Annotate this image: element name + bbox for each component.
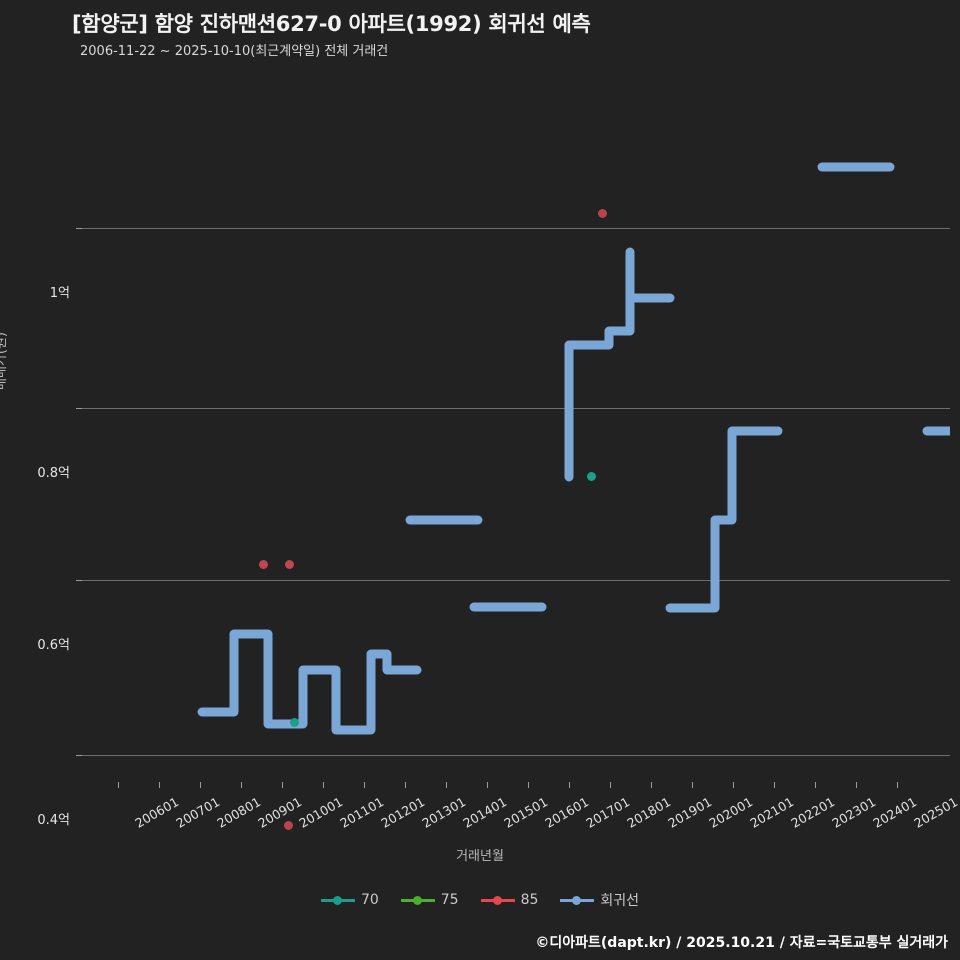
legend-swatch-icon	[400, 894, 435, 906]
x-tick-label: 201701	[583, 794, 633, 831]
data-point[interactable]	[597, 208, 607, 218]
legend-item[interactable]: 85	[480, 892, 539, 908]
x-tick-mark	[651, 782, 652, 788]
plot-area	[76, 70, 950, 830]
x-tick-label: 202501	[911, 794, 960, 831]
x-tick-label: 201301	[419, 794, 469, 831]
x-tick-mark	[815, 782, 816, 788]
x-tick-mark	[405, 782, 406, 788]
y-tick-mark	[76, 408, 82, 409]
data-point[interactable]	[283, 820, 293, 830]
y-tick-mark	[76, 580, 82, 581]
x-tick-label: 201501	[501, 794, 551, 831]
x-tick-label: 202201	[788, 794, 838, 831]
x-tick-mark	[733, 782, 734, 788]
chart-legend: 70 75 85 회귀선	[0, 890, 960, 910]
page-subtitle: 2006-11-22 ~ 2025-10-10(최근계약일) 전체 거래건	[80, 44, 389, 59]
data-point[interactable]	[586, 471, 596, 481]
page-title: [함양군] 함양 진하맨션627-0 아파트(1992) 회귀선 예측	[72, 12, 591, 36]
legend-swatch-icon	[560, 894, 595, 906]
x-tick-label: 201901	[665, 794, 715, 831]
gridline	[82, 580, 950, 581]
data-point[interactable]	[284, 559, 294, 569]
x-tick-mark	[241, 782, 242, 788]
series-layer	[197, 162, 950, 735]
x-tick-label: 202001	[706, 794, 756, 831]
x-tick-mark	[118, 782, 119, 788]
legend-item[interactable]: 회귀선	[560, 890, 639, 910]
x-tick-label: 200801	[214, 794, 264, 831]
y-tick-label: 0.6억	[37, 638, 70, 653]
regression-line-segment	[665, 426, 783, 613]
gridline	[82, 755, 950, 756]
x-tick-mark	[897, 782, 898, 788]
y-tick-label: 1억	[49, 286, 70, 301]
x-tick-label: 200701	[173, 794, 223, 831]
legend-label: 85	[520, 892, 539, 908]
x-tick-label: 201801	[624, 794, 674, 831]
x-tick-mark	[159, 782, 160, 788]
x-tick-label: 201601	[542, 794, 592, 831]
x-tick-label: 202101	[747, 794, 797, 831]
x-tick-mark	[323, 782, 324, 788]
x-axis-ticks: 200601 200701 200801 200901 201001 201101 2012…	[0, 782, 960, 882]
y-tick-label: 0.4억	[37, 813, 70, 828]
x-tick-mark	[528, 782, 529, 788]
x-tick-label: 201401	[460, 794, 510, 831]
y-tick-label: 0.8억	[37, 466, 70, 481]
legend-item[interactable]: 75	[400, 892, 459, 908]
legend-label: 75	[440, 892, 459, 908]
data-point[interactable]	[258, 559, 268, 569]
legend-label: 70	[360, 892, 379, 908]
x-tick-mark	[282, 782, 283, 788]
x-tick-mark	[487, 782, 488, 788]
y-tick-mark	[76, 228, 82, 229]
x-tick-mark	[610, 782, 611, 788]
regression-line-segment	[564, 247, 675, 482]
y-axis-labels: 1억 0.8억 0.6억 0.4억	[0, 70, 960, 828]
x-tick-label: 201201	[378, 794, 428, 831]
x-tick-mark	[692, 782, 693, 788]
legend-swatch-icon	[480, 894, 515, 906]
x-tick-label: 200901	[255, 794, 305, 831]
data-point[interactable]	[289, 717, 299, 727]
gridline	[82, 408, 950, 409]
gridline	[82, 228, 950, 229]
x-tick-label: 201001	[296, 794, 346, 831]
x-tick-mark	[856, 782, 857, 788]
x-tick-label: 202301	[829, 794, 879, 831]
legend-swatch-icon	[320, 894, 355, 906]
x-tick-label: 200601	[132, 794, 182, 831]
y-tick-mark	[76, 755, 82, 756]
x-axis-title: 거래년월	[456, 849, 504, 864]
x-tick-label: 201101	[337, 794, 387, 831]
regression-line-segment	[197, 629, 422, 735]
legend-item[interactable]: 70	[320, 892, 379, 908]
x-tick-label: 202401	[870, 794, 920, 831]
x-tick-mark	[364, 782, 365, 788]
x-tick-mark	[446, 782, 447, 788]
x-tick-mark	[569, 782, 570, 788]
footer-credit: ©디아파트(dapt.kr) / 2025.10.21 / 자료=국토교통부 실…	[535, 935, 948, 951]
x-tick-mark	[200, 782, 201, 788]
x-tick-mark	[774, 782, 775, 788]
legend-label: 회귀선	[600, 893, 640, 909]
